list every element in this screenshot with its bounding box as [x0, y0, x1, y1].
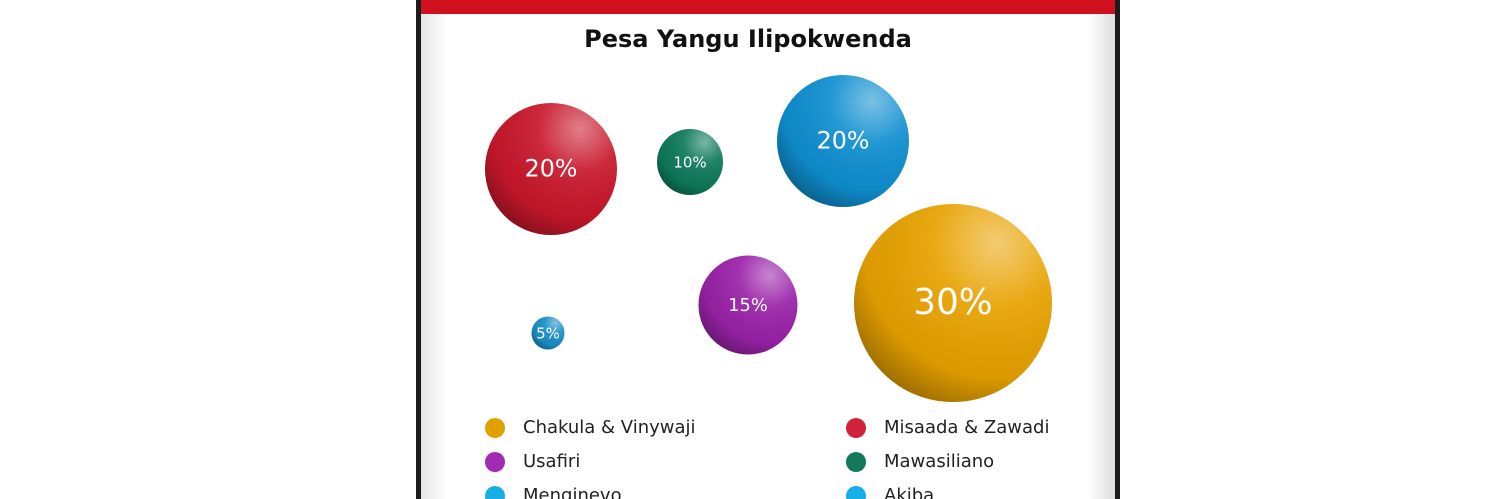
- legend-label: Mawasiliano: [884, 451, 994, 472]
- bubble-shine: [854, 204, 1052, 402]
- bubble-label: 20%: [817, 127, 870, 155]
- bubble-shine: [531, 316, 565, 350]
- bubble-shine: [485, 103, 617, 235]
- legend-swatch: [485, 486, 505, 499]
- top-bar: [421, 0, 1115, 14]
- legend-swatch: [485, 418, 505, 438]
- legend-label: Akiba: [884, 485, 934, 499]
- legend-label: Misaada & Zawadi: [884, 417, 1049, 438]
- bubble-label: 10%: [673, 154, 706, 172]
- bubble-label: 5%: [536, 325, 560, 343]
- legend-swatch: [846, 452, 866, 472]
- legend-label: Menginevo: [523, 485, 622, 499]
- bubble-label: 15%: [728, 295, 768, 316]
- legend-label: Usafiri: [523, 451, 580, 472]
- legend-label: Chakula & Vinywaji: [523, 417, 696, 438]
- bubble-label: 20%: [525, 155, 578, 183]
- legend-swatch: [846, 418, 866, 438]
- legend-swatch: [846, 486, 866, 499]
- bubble-shine: [698, 255, 798, 355]
- legend-swatch: [485, 452, 505, 472]
- chart-title: Pesa Yangu Ilipokwenda: [584, 25, 912, 53]
- legend: Chakula & Vinywaji Misaada & Zawadi Usafir…: [485, 417, 1049, 499]
- bubble-label: 30%: [913, 282, 992, 323]
- bubble-shine: [777, 75, 909, 207]
- bubbles: 30% 20% 15% 10% 5% 20%: [485, 75, 1052, 402]
- bubble-shine: [657, 129, 723, 195]
